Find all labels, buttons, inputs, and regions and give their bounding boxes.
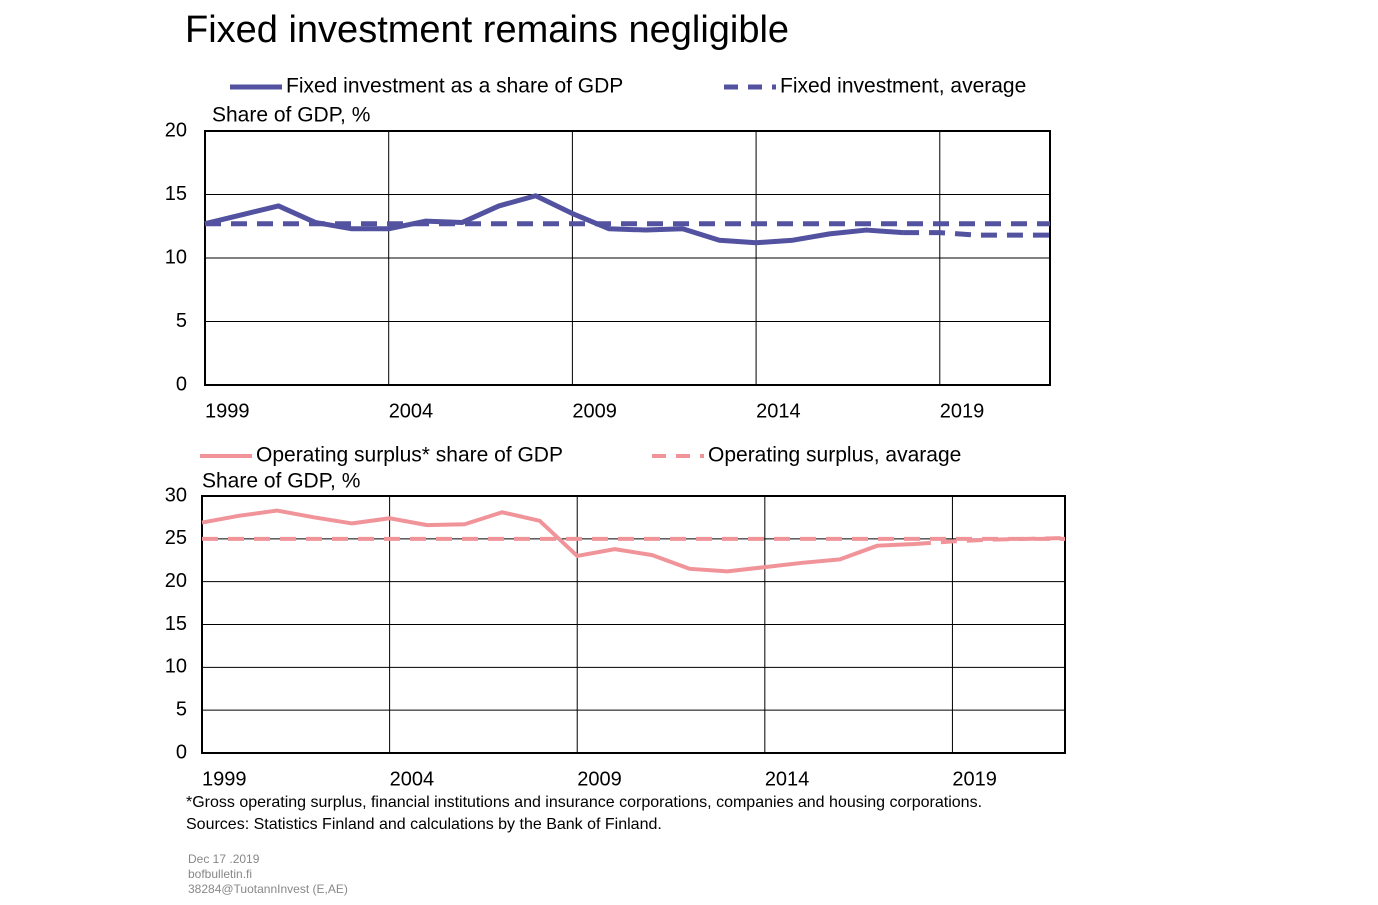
- x-tick-label: 2004: [389, 400, 434, 422]
- footnote: *Gross operating surplus, financial inst…: [186, 794, 982, 811]
- meta: 38284@TuotannInvest (E,AE): [188, 882, 348, 896]
- series-line: [903, 230, 1050, 238]
- plot-frame: [201, 495, 1066, 754]
- x-tick-label: 1999: [202, 768, 247, 790]
- y-tick-label: 15: [165, 613, 187, 635]
- legend-label: Fixed investment as a share of GDP: [286, 75, 623, 98]
- y-axis-label: Share of GDP, %: [212, 104, 370, 127]
- y-tick-label: 15: [165, 183, 187, 205]
- legend-label: Fixed investment, average: [780, 75, 1026, 98]
- source: Sources: Statistics Finland and calculat…: [186, 816, 662, 833]
- y-tick-label: 5: [176, 310, 187, 332]
- plot-frame: [204, 130, 1051, 386]
- y-tick-label: 20: [165, 570, 187, 592]
- legend-label: Operating surplus* share of GDP: [256, 444, 563, 467]
- meta: bofbulletin.fi: [188, 867, 252, 881]
- x-tick-label: 1999: [205, 400, 250, 422]
- y-tick-label: 30: [165, 484, 187, 506]
- x-tick-label: 2014: [765, 768, 810, 790]
- x-tick-label: 2009: [572, 400, 617, 422]
- legend-label: Operating surplus, avarage: [708, 444, 961, 467]
- x-tick-label: 2019: [952, 768, 997, 790]
- y-tick-label: 10: [165, 246, 187, 268]
- meta: Dec 17 .2019: [188, 852, 260, 866]
- x-tick-label: 2014: [756, 400, 801, 422]
- y-tick-label: 0: [176, 741, 187, 763]
- series-line: [201, 508, 916, 574]
- y-tick-label: 20: [165, 119, 187, 141]
- x-tick-label: 2009: [577, 768, 622, 790]
- y-tick-label: 5: [176, 698, 187, 720]
- x-tick-label: 2004: [390, 768, 435, 790]
- y-tick-label: 25: [165, 527, 187, 549]
- y-axis-label: Share of GDP, %: [202, 470, 360, 493]
- title: Fixed investment remains negligible: [185, 9, 789, 51]
- series-line: [204, 193, 904, 246]
- y-tick-label: 10: [165, 656, 187, 678]
- y-tick-label: 0: [176, 373, 187, 395]
- x-tick-label: 2019: [940, 400, 985, 422]
